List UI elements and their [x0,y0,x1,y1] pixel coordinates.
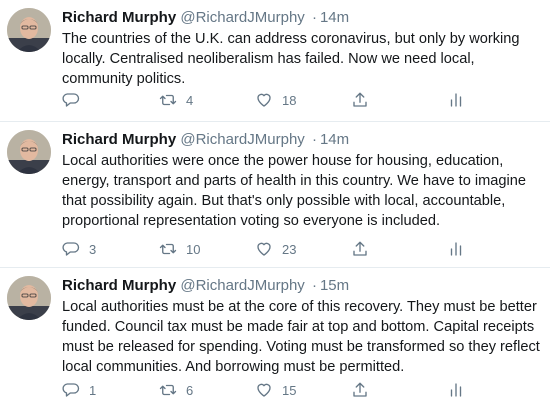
analytics-icon [450,93,462,107]
share-icon [353,241,367,256]
tweet[interactable]: Richard Murphy @RichardJMurphy · 14m The … [0,0,550,122]
avatar[interactable] [7,8,51,52]
tweet[interactable]: Richard Murphy @RichardJMurphy · 15m Loca… [0,268,550,402]
like-count: 15 [282,382,297,398]
analytics-icon [450,242,462,256]
timestamp[interactable]: 15m [319,277,350,294]
reply-count: 1 [89,382,97,398]
analytics-button[interactable] [447,90,465,110]
share-button[interactable] [351,90,369,110]
reply-button[interactable]: 3 [62,239,96,259]
like-count: 23 [282,241,297,257]
reply-icon [62,93,80,107]
separator: · [311,131,317,148]
analytics-icon [450,383,462,397]
like-count: 18 [282,92,297,108]
reply-button[interactable] [62,90,89,110]
tweet-text: The countries of the U.K. can address co… [62,31,520,87]
timestamp[interactable]: 14m [319,9,350,26]
retweet-count: 4 [186,92,194,108]
retweet-button[interactable]: 10 [159,239,200,259]
retweet-icon [159,243,177,255]
heart-icon [257,242,271,256]
author-name[interactable]: Richard Murphy [62,277,177,294]
analytics-button[interactable] [447,239,465,259]
share-icon [353,92,367,107]
heart-icon [257,93,271,107]
tweet-actions: 4 18 [62,90,482,110]
reply-icon [62,383,80,397]
timestamp[interactable]: 14m [319,131,350,148]
avatar[interactable] [7,276,51,320]
share-button[interactable] [351,380,369,400]
tweet-header: Richard Murphy @RichardJMurphy · 15m [62,276,540,296]
retweet-count: 10 [186,241,201,257]
like-button[interactable]: 23 [255,239,296,259]
author-handle[interactable]: @RichardJMurphy [180,277,305,294]
tweet[interactable]: Richard Murphy @RichardJMurphy · 14m Loca… [0,122,550,268]
analytics-button[interactable] [447,380,465,400]
author-name[interactable]: Richard Murphy [62,9,177,26]
reply-button[interactable]: 1 [62,380,96,400]
author-handle[interactable]: @RichardJMurphy [180,131,305,148]
retweet-button[interactable]: 6 [159,380,193,400]
separator: · [311,9,317,26]
avatar[interactable] [7,130,51,174]
like-button[interactable]: 15 [255,380,296,400]
separator: · [311,277,317,294]
tweet-text: Local authorities were once the power ho… [62,153,527,229]
author-handle[interactable]: @RichardJMurphy [180,9,305,26]
reply-icon [62,242,80,256]
tweet-header: Richard Murphy @RichardJMurphy · 14m [62,130,540,150]
retweet-icon [159,94,177,106]
retweet-count: 6 [186,382,194,398]
tweet-actions: 1 6 15 [62,380,482,400]
heart-icon [257,383,271,397]
retweet-button[interactable]: 4 [159,90,193,110]
author-name[interactable]: Richard Murphy [62,131,177,148]
share-button[interactable] [351,239,369,259]
share-icon [353,382,367,397]
tweet-text: Local authorities must be at the core of… [62,299,540,375]
retweet-icon [159,384,177,396]
reply-count: 3 [89,241,97,257]
tweet-actions: 3 10 23 [62,239,482,259]
tweet-header: Richard Murphy @RichardJMurphy · 14m [62,8,540,28]
like-button[interactable]: 18 [255,90,296,110]
